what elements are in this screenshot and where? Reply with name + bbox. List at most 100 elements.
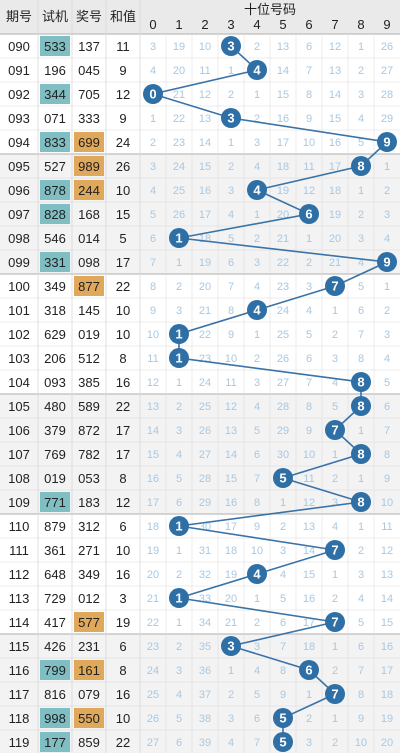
- cell-sum: 3: [119, 591, 126, 606]
- cell-prize: 782: [78, 447, 100, 462]
- cell-sum: 8: [119, 351, 126, 366]
- tens-ball-circle: [273, 732, 293, 752]
- missing-count: 24: [173, 161, 185, 173]
- cell-trial: 998: [44, 711, 66, 726]
- tens-ball-circle: [325, 540, 345, 560]
- missing-count: 14: [199, 137, 211, 149]
- cell-prize: 183: [78, 495, 100, 510]
- missing-count: 8: [384, 449, 390, 461]
- missing-count: 21: [277, 233, 289, 245]
- missing-count: 10: [381, 497, 393, 509]
- header-period: 期号: [6, 9, 32, 24]
- missing-count: 15: [303, 569, 315, 581]
- cell-sum: 9: [119, 111, 126, 126]
- cell-period: 116: [9, 663, 30, 678]
- missing-count: 12: [381, 545, 393, 557]
- missing-count: 21: [225, 617, 237, 629]
- tens-ball-label: 5: [279, 735, 286, 750]
- missing-count: 15: [381, 617, 393, 629]
- tens-ball: 7: [325, 420, 345, 440]
- tens-ball: 8: [351, 396, 371, 416]
- tens-ball: 5: [273, 468, 293, 488]
- cell-trial: 344: [44, 87, 66, 102]
- cell-period: 103: [8, 351, 30, 366]
- tens-ball: 3: [221, 636, 241, 656]
- missing-count: 10: [355, 737, 367, 749]
- missing-count: 13: [303, 521, 315, 533]
- missing-count: 21: [329, 257, 341, 269]
- missing-count: 1: [228, 137, 234, 149]
- header-digit-6: 6: [305, 17, 312, 32]
- missing-count: 1: [384, 281, 390, 293]
- tens-ball: 7: [325, 276, 345, 296]
- cell-sum: 5: [119, 231, 126, 246]
- missing-count: 32: [199, 569, 211, 581]
- missing-count: 19: [147, 545, 159, 557]
- cell-prize: 231: [78, 639, 100, 654]
- missing-count: 12: [199, 89, 211, 101]
- cell-sum: 15: [116, 207, 130, 222]
- trial-highlight: [40, 660, 70, 680]
- missing-count: 5: [306, 329, 312, 341]
- tens-ball: 8: [351, 444, 371, 464]
- tens-ball: 7: [325, 612, 345, 632]
- cell-trial: 349: [44, 279, 66, 294]
- tens-ball-label: 4: [253, 63, 261, 78]
- missing-count: 13: [199, 113, 211, 125]
- cell-period: 100: [8, 279, 30, 294]
- cell-sum: 6: [119, 519, 126, 534]
- trial-highlight: [40, 732, 70, 752]
- tens-ball-label: 7: [331, 279, 338, 294]
- missing-count: 2: [254, 41, 260, 53]
- missing-count: 12: [329, 41, 341, 53]
- header-sum: 和值: [110, 9, 136, 24]
- tens-ball-circle: [351, 396, 371, 416]
- cell-trial: 196: [44, 63, 66, 78]
- cell-sum: 19: [116, 615, 130, 630]
- cell-period: 106: [8, 423, 30, 438]
- missing-count: 28: [199, 473, 211, 485]
- missing-count: 3: [228, 713, 234, 725]
- tens-ball-circle: [247, 60, 267, 80]
- cell-trial: 769: [44, 447, 66, 462]
- missing-count: 9: [228, 329, 234, 341]
- missing-count: 7: [306, 65, 312, 77]
- missing-count: 1: [358, 473, 364, 485]
- cell-sum: 16: [116, 375, 130, 390]
- cell-trial: 177: [44, 735, 66, 750]
- missing-count: 5: [254, 425, 260, 437]
- cell-prize: 577: [78, 615, 100, 630]
- missing-count: 26: [277, 353, 289, 365]
- cell-trial: 318: [44, 303, 66, 318]
- cell-trial: 527: [44, 159, 66, 174]
- cell-period: 112: [9, 567, 30, 582]
- cell-period: 099: [8, 255, 30, 270]
- cell-trial: 816: [44, 687, 66, 702]
- missing-count: 2: [384, 305, 390, 317]
- missing-count: 3: [228, 185, 234, 197]
- tens-ball-label: 3: [227, 639, 234, 654]
- cell-period: 109: [8, 495, 30, 510]
- missing-count: 12: [225, 401, 237, 413]
- tens-ball-circle: [299, 660, 319, 680]
- missing-count: 6: [254, 449, 260, 461]
- missing-count: 15: [199, 161, 211, 173]
- cell-trial: 480: [44, 399, 66, 414]
- missing-count: 3: [254, 257, 260, 269]
- missing-count: 3: [358, 89, 364, 101]
- missing-count: 10: [225, 353, 237, 365]
- missing-count: 18: [303, 641, 315, 653]
- cell-prize: 271: [78, 543, 100, 558]
- missing-count: 19: [225, 569, 237, 581]
- missing-count: 6: [358, 641, 364, 653]
- missing-count: 3: [332, 497, 338, 509]
- missing-count: 7: [384, 425, 390, 437]
- tens-ball: 4: [247, 300, 267, 320]
- cell-trial: 379: [44, 423, 66, 438]
- cell-period: 118: [9, 711, 30, 726]
- missing-count: 2: [176, 281, 182, 293]
- prize-highlight: [74, 156, 104, 176]
- cell-sum: 17: [116, 423, 130, 438]
- missing-count: 8: [228, 305, 234, 317]
- missing-count: 4: [358, 113, 364, 125]
